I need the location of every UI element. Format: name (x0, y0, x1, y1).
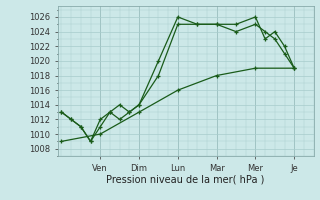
X-axis label: Pression niveau de la mer( hPa ): Pression niveau de la mer( hPa ) (107, 174, 265, 184)
